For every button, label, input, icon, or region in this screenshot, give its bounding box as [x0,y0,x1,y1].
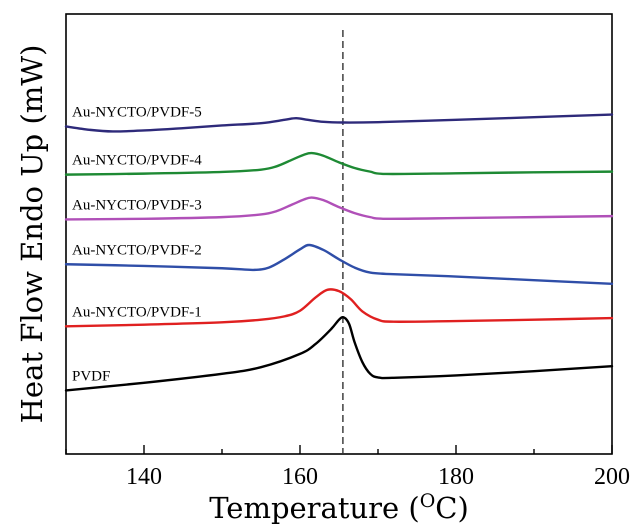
series-label-1: Au-NYCTO/PVDF-5 [72,104,202,120]
x-tick-label: 200 [594,464,630,490]
x-tick-label: 140 [126,464,162,490]
series-line-4 [64,243,614,286]
series-label-4: Au-NYCTO/PVDF-2 [72,242,202,258]
x-tick-label: 160 [282,464,318,490]
series-line-1 [64,113,614,133]
x-axis-title: Temperature (OC) [209,490,469,525]
series-line-3 [64,196,614,221]
x-tick-label: 180 [438,464,474,490]
series-line-6 [64,315,614,392]
x-axis-title-sup: O [420,490,436,512]
x-axis-title-end: C) [435,491,469,525]
plot-frame [65,13,613,455]
x-axis-title-main: Temperature ( [209,491,420,525]
series-group [64,113,614,392]
series-line-2 [64,151,614,176]
series-line-5 [64,288,614,328]
series-label-2: Au-NYCTO/PVDF-4 [72,153,202,169]
x-tick-labels: 140 160 180 200 [126,464,630,490]
series-label-6: PVDF [72,368,110,384]
x-ticks [65,445,613,454]
series-label-3: Au-NYCTO/PVDF-3 [72,197,202,213]
y-axis-title: Heat Flow Endo Up (mW) [15,45,49,424]
series-label-5: Au-NYCTO/PVDF-1 [72,304,202,320]
series-labels: Au-NYCTO/PVDF-5 Au-NYCTO/PVDF-4 Au-NYCTO/P… [72,104,202,384]
